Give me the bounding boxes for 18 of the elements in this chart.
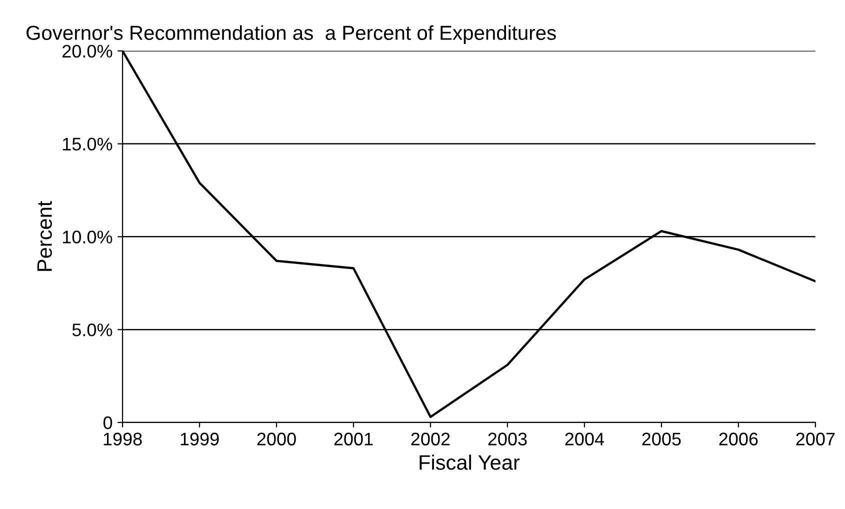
- y-tick-label: 10.0%: [62, 230, 112, 244]
- x-tick-label: 2004: [565, 432, 604, 446]
- chart-title: Governor's Recommendation as a Percent of Expenditures: [26, 25, 556, 44]
- x-tick-label: 2000: [257, 432, 296, 446]
- y-tick-label: 5.0%: [72, 324, 112, 336]
- x-tick-label: 2007: [796, 432, 835, 446]
- x-axis-title: Fiscal Year: [420, 454, 520, 470]
- x-tick-label: 1998: [104, 432, 142, 446]
- y-axis-title: Percent: [37, 200, 52, 271]
- y-tick-label: 20.0%: [62, 44, 112, 58]
- y-tick-label: 0: [103, 416, 112, 430]
- x-tick-label: 2005: [642, 432, 681, 446]
- x-tick-label: 1999: [180, 432, 219, 446]
- x-tick-label: 2006: [719, 432, 758, 446]
- x-tick-label: 2001: [334, 432, 373, 446]
- y-tick-label: 15.0%: [62, 138, 112, 151]
- x-tick-label: 2002: [411, 432, 450, 446]
- x-tick-label: 2003: [488, 432, 527, 446]
